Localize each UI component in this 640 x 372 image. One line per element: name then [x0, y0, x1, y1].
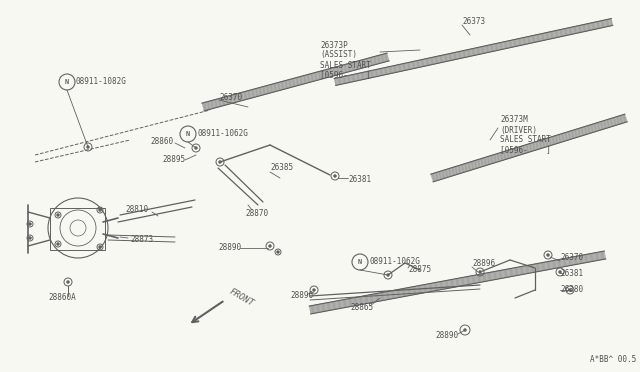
Text: 28860A: 28860A: [48, 294, 76, 302]
Text: 28875: 28875: [408, 266, 431, 275]
Text: 26381: 26381: [560, 269, 583, 278]
Text: [0596-    ]: [0596- ]: [500, 145, 551, 154]
Circle shape: [99, 209, 101, 211]
Circle shape: [569, 289, 572, 291]
Text: 08911-1082G: 08911-1082G: [76, 77, 127, 87]
Text: FRONT: FRONT: [228, 288, 256, 309]
Circle shape: [479, 271, 481, 273]
Text: SALES START: SALES START: [500, 135, 551, 144]
Circle shape: [269, 245, 271, 247]
Bar: [50, 208, 105, 250]
Circle shape: [29, 237, 31, 239]
Circle shape: [547, 254, 549, 256]
Text: 26381: 26381: [348, 176, 371, 185]
Circle shape: [87, 146, 89, 148]
Text: 26380: 26380: [560, 285, 583, 295]
Text: 28895: 28895: [162, 155, 185, 164]
Text: 28896: 28896: [472, 260, 495, 269]
Circle shape: [277, 251, 279, 253]
Text: 26373: 26373: [462, 17, 485, 26]
Text: A*BB^ 00.5: A*BB^ 00.5: [590, 356, 636, 365]
Text: 08911-1062G: 08911-1062G: [369, 257, 420, 266]
Circle shape: [99, 246, 101, 248]
Text: [0596-    ]: [0596- ]: [320, 71, 371, 80]
Circle shape: [57, 214, 60, 216]
Text: (ASSIST): (ASSIST): [320, 51, 357, 60]
Text: N: N: [358, 259, 362, 265]
Text: 28810: 28810: [125, 205, 148, 215]
Circle shape: [219, 161, 221, 163]
Text: 26370: 26370: [219, 93, 242, 103]
Text: N: N: [65, 79, 69, 85]
Circle shape: [195, 147, 197, 149]
Text: 26373P: 26373P: [320, 41, 348, 49]
Circle shape: [67, 281, 69, 283]
Text: 28890: 28890: [218, 244, 241, 253]
Text: 26370: 26370: [560, 253, 583, 263]
Text: 28865: 28865: [350, 304, 373, 312]
Text: 28890: 28890: [435, 331, 458, 340]
Circle shape: [57, 243, 60, 245]
Text: 08911-1062G: 08911-1062G: [197, 129, 248, 138]
Text: 28896: 28896: [290, 292, 313, 301]
Text: 26385: 26385: [270, 164, 293, 173]
Circle shape: [559, 271, 561, 273]
Circle shape: [334, 175, 336, 177]
Circle shape: [387, 274, 389, 276]
Text: 28870: 28870: [245, 208, 268, 218]
Circle shape: [29, 223, 31, 225]
Text: N: N: [186, 131, 190, 137]
Text: (DRIVER): (DRIVER): [500, 125, 537, 135]
Text: 28873: 28873: [130, 235, 153, 244]
Circle shape: [313, 289, 315, 291]
Text: 28860: 28860: [150, 138, 173, 147]
Text: SALES START: SALES START: [320, 61, 371, 70]
Text: 26373M: 26373M: [500, 115, 528, 125]
Circle shape: [464, 329, 466, 331]
